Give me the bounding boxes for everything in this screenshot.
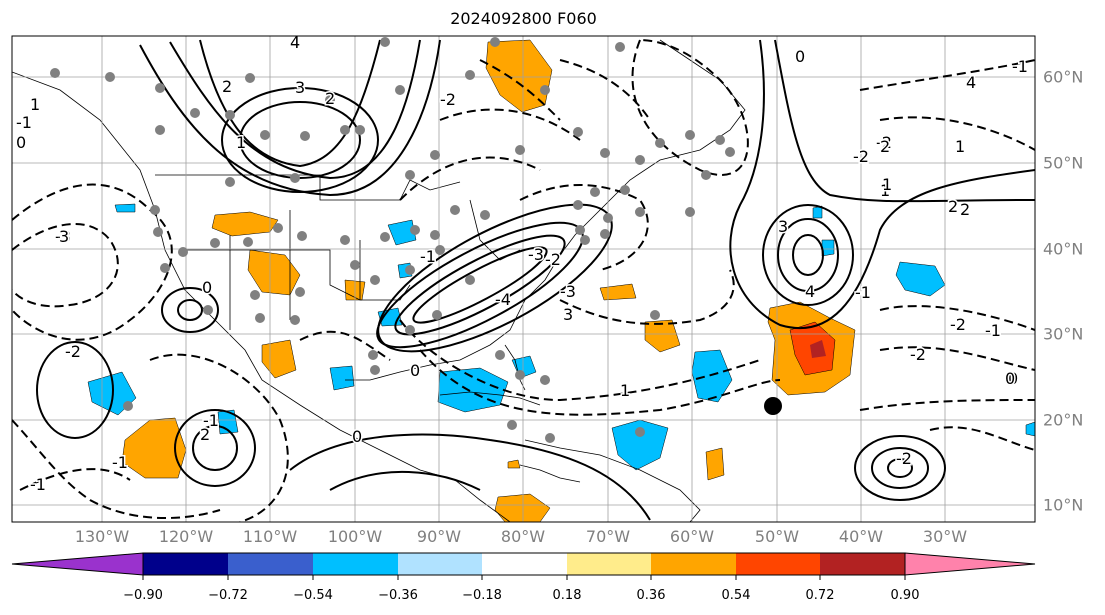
map-frame <box>11 35 1036 523</box>
contour-label: 2 <box>222 77 232 96</box>
contour-label: -2 <box>853 147 869 166</box>
contour-label: 1 <box>236 133 246 152</box>
contour-label: -1 <box>855 283 871 302</box>
lon-label: 50°W <box>754 527 800 546</box>
colorbar-bin <box>736 553 820 575</box>
colorbar-tick-label: −0.90 <box>123 588 163 603</box>
colorbar-bin <box>398 553 482 575</box>
contour-label: -1 <box>985 321 1001 340</box>
colorbar-tick-label: −0.72 <box>208 588 248 603</box>
dashed-contours <box>12 39 1035 522</box>
contour-label: 0 <box>16 133 26 152</box>
colorbar-bin <box>820 553 905 575</box>
colorbar-tick-label: 0.90 <box>890 588 920 603</box>
contour-labels: 4 2 3 0 -1 1 -2 -3 2 1 0 -1 -2 3 4 0 -2 … <box>15 33 1030 496</box>
lat-label: 30°N <box>1043 324 1084 344</box>
colorbar-bin <box>567 553 651 575</box>
contour-label: -2 <box>950 315 966 334</box>
colorbar-tick-label: 0.36 <box>636 588 666 603</box>
contour-label: -2 <box>876 133 892 152</box>
contour-label: 0 <box>202 278 212 297</box>
contour-label: 0 <box>1005 369 1015 388</box>
colorbar-bin <box>482 553 567 575</box>
lat-label: 50°N <box>1043 153 1084 173</box>
lon-label: 60°W <box>669 527 715 546</box>
contour-label: 4 <box>290 33 300 52</box>
contour-label: -3 <box>560 282 576 301</box>
colorbar-tick-label: −0.18 <box>462 588 502 603</box>
contour-label: -2 <box>440 90 456 109</box>
lon-label: 90°W <box>416 527 462 546</box>
contour-label: 2 <box>960 200 970 219</box>
contour-label: -3 <box>528 245 544 264</box>
lat-label: 60°N <box>1043 67 1084 87</box>
contour-label: 0 <box>1008 369 1018 388</box>
lat-label: 40°N <box>1043 239 1084 259</box>
shaded-areas <box>87 39 1035 522</box>
contour-label: 1 <box>880 181 890 200</box>
contour-label: 1 <box>955 137 965 156</box>
lon-label: 120°W <box>158 527 214 546</box>
contour-label: -2 <box>896 449 912 468</box>
contour-label: -1 <box>203 411 219 430</box>
contour-label: 4 <box>805 282 815 301</box>
contour-label: 0 <box>795 47 805 66</box>
station-dots <box>50 37 735 443</box>
colorbar-tick-label: 0.54 <box>721 588 751 603</box>
colorbar-tick-label: −0.54 <box>293 588 333 603</box>
contour-label: 3 <box>59 227 69 246</box>
contour-label: -1 <box>30 475 46 494</box>
colorbar-tick-label: −0.36 <box>378 588 418 603</box>
contour-label: 1 <box>882 175 892 194</box>
contour-label: 3 <box>778 217 788 236</box>
lon-label: 80°W <box>500 527 546 546</box>
colorbar-extend-left <box>11 552 144 576</box>
colorbar-extend-right <box>904 552 1036 576</box>
contour-label: 2 <box>200 425 210 444</box>
map-title: 2024092800 F060 <box>450 9 597 28</box>
solid-contours <box>36 39 1035 521</box>
lon-label: 30°W <box>922 527 968 546</box>
colorbar <box>11 552 1036 580</box>
colorbar-tick-label: 0.18 <box>552 588 582 603</box>
lon-label: 40°W <box>838 527 884 546</box>
storm-center-marker <box>764 397 782 415</box>
colorbar-bin <box>313 553 398 575</box>
colorbar-bin <box>651 553 736 575</box>
grid <box>12 36 1035 522</box>
contour-label: -1 <box>112 453 128 472</box>
contour-label: -4 <box>495 290 511 309</box>
colorbar-bin <box>228 553 313 575</box>
contour-label: 0 <box>352 427 362 446</box>
contour-label: 0 <box>410 361 420 380</box>
lon-label: 130°W <box>74 527 130 546</box>
contour-label: 1 <box>30 95 40 114</box>
contour-label: -1 <box>16 113 32 132</box>
contour-label: -1 <box>420 247 436 266</box>
contour-label: -1 <box>1012 57 1028 76</box>
contour-label: 2 <box>948 197 958 216</box>
contour-label: 3 <box>295 78 305 97</box>
lon-label: 110°W <box>242 527 298 546</box>
colorbar-tick-label: 0.72 <box>805 588 835 603</box>
contour-label: 2 <box>325 89 335 108</box>
contour-label: 4 <box>966 73 976 92</box>
colorbar-bin <box>143 553 228 575</box>
contour-label: -2 <box>545 250 561 269</box>
contour-label: -2 <box>910 345 926 364</box>
lon-label: 100°W <box>327 527 383 546</box>
lat-label: 10°N <box>1043 495 1084 515</box>
lon-label: 70°W <box>585 527 631 546</box>
lat-label: 20°N <box>1043 410 1084 430</box>
contour-label: -2 <box>65 342 81 361</box>
contour-label: -3 <box>55 227 71 246</box>
contour-label: 2 <box>880 137 890 156</box>
contour-label: 3 <box>563 305 573 324</box>
contour-label: 1 <box>620 381 630 400</box>
